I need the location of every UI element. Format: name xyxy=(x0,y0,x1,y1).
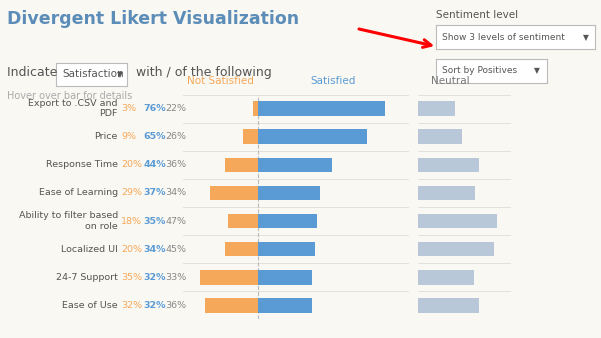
Text: 18%: 18% xyxy=(121,217,142,225)
Bar xyxy=(200,270,258,285)
Bar xyxy=(254,101,258,116)
Text: 24-7 Support: 24-7 Support xyxy=(56,273,118,282)
Text: Sentiment level: Sentiment level xyxy=(436,10,518,20)
Text: 32%: 32% xyxy=(121,301,142,310)
Text: 36%: 36% xyxy=(165,301,186,310)
Text: 76%: 76% xyxy=(144,104,166,113)
Bar xyxy=(258,158,332,172)
Text: Price: Price xyxy=(94,132,118,141)
Text: Ease of Use: Ease of Use xyxy=(63,301,118,310)
Bar xyxy=(418,129,462,144)
Bar xyxy=(418,186,475,200)
Text: 26%: 26% xyxy=(165,132,186,141)
Bar xyxy=(210,186,258,200)
Bar xyxy=(258,186,320,200)
Bar xyxy=(258,270,312,285)
Text: 29%: 29% xyxy=(121,189,142,197)
Text: 20%: 20% xyxy=(121,245,142,254)
Text: 44%: 44% xyxy=(144,160,166,169)
Bar xyxy=(243,129,258,144)
Bar xyxy=(258,101,385,116)
Text: Ability to filter based
on role: Ability to filter based on role xyxy=(19,211,118,231)
Bar xyxy=(258,298,312,313)
Bar xyxy=(418,270,474,285)
Text: with / of the following: with / of the following xyxy=(132,66,272,79)
Bar xyxy=(418,242,494,257)
Text: Export to .CSV and
PDF: Export to .CSV and PDF xyxy=(28,99,118,118)
Bar xyxy=(228,214,258,228)
Bar xyxy=(258,129,367,144)
Bar xyxy=(418,298,478,313)
Text: Ease of Learning: Ease of Learning xyxy=(39,189,118,197)
Text: 47%: 47% xyxy=(165,217,186,225)
Bar xyxy=(418,214,497,228)
Text: 45%: 45% xyxy=(165,245,186,254)
Text: 35%: 35% xyxy=(144,217,166,225)
Text: Divergent Likert Visualization: Divergent Likert Visualization xyxy=(7,10,299,28)
Text: Localized UI: Localized UI xyxy=(61,245,118,254)
Text: Sort by Positives: Sort by Positives xyxy=(442,67,517,75)
Text: Satisfaction: Satisfaction xyxy=(62,69,124,79)
Text: Show 3 levels of sentiment: Show 3 levels of sentiment xyxy=(442,33,565,42)
Text: 65%: 65% xyxy=(144,132,166,141)
Text: Hover over bar for details: Hover over bar for details xyxy=(7,91,132,101)
Bar xyxy=(225,158,258,172)
Text: Indicate: Indicate xyxy=(7,66,66,79)
Bar xyxy=(258,214,317,228)
Text: 22%: 22% xyxy=(165,104,186,113)
Bar xyxy=(258,242,315,257)
Text: 34%: 34% xyxy=(144,245,166,254)
Text: 36%: 36% xyxy=(165,160,186,169)
Text: Satisfied: Satisfied xyxy=(311,76,356,86)
Text: 33%: 33% xyxy=(165,273,187,282)
Bar xyxy=(225,242,258,257)
Text: 3%: 3% xyxy=(121,104,136,113)
Text: Neutral: Neutral xyxy=(431,76,469,86)
Text: ▼: ▼ xyxy=(534,67,540,75)
Bar xyxy=(205,298,258,313)
Bar xyxy=(418,158,478,172)
Text: Response Time: Response Time xyxy=(46,160,118,169)
Text: ▼: ▼ xyxy=(583,33,588,42)
Text: 9%: 9% xyxy=(121,132,136,141)
Text: 20%: 20% xyxy=(121,160,142,169)
Text: ▼: ▼ xyxy=(117,70,123,78)
Text: 34%: 34% xyxy=(165,189,186,197)
Text: Not Satisfied: Not Satisfied xyxy=(188,76,254,86)
Text: 35%: 35% xyxy=(121,273,142,282)
Text: 32%: 32% xyxy=(144,273,166,282)
Text: 32%: 32% xyxy=(144,301,166,310)
Text: 37%: 37% xyxy=(144,189,166,197)
Bar xyxy=(418,101,455,116)
